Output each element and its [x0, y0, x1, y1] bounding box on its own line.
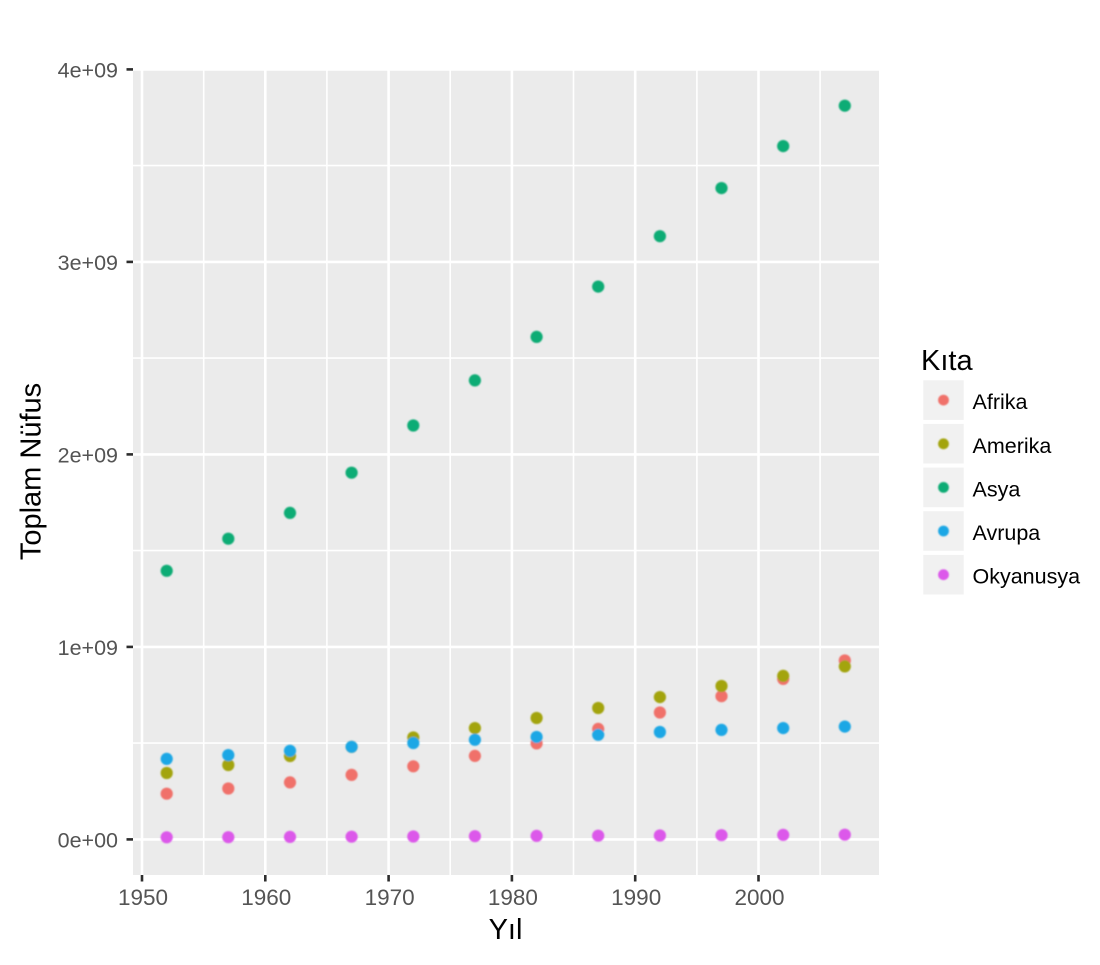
- svg-text:2000: 2000: [734, 885, 784, 910]
- svg-text:1980: 1980: [488, 885, 538, 910]
- svg-text:4e+09: 4e+09: [58, 58, 118, 82]
- svg-text:1960: 1960: [241, 885, 291, 910]
- svg-text:Avrupa: Avrupa: [973, 521, 1041, 545]
- svg-text:Kıta: Kıta: [921, 345, 973, 377]
- svg-text:1e+09: 1e+09: [58, 636, 118, 660]
- svg-text:1970: 1970: [365, 885, 415, 910]
- svg-text:Asya: Asya: [973, 477, 1021, 501]
- svg-text:Amerika: Amerika: [973, 434, 1052, 458]
- svg-text:Okyanusya: Okyanusya: [973, 565, 1081, 589]
- svg-text:3e+09: 3e+09: [58, 251, 118, 275]
- svg-text:Toplam Nüfus: Toplam Nüfus: [16, 383, 48, 560]
- svg-text:Afrika: Afrika: [973, 390, 1028, 414]
- svg-text:0e+00: 0e+00: [58, 828, 118, 852]
- svg-text:Yıl: Yıl: [489, 914, 523, 946]
- svg-text:1950: 1950: [118, 885, 168, 910]
- svg-text:2e+09: 2e+09: [58, 443, 118, 467]
- svg-text:1990: 1990: [611, 885, 661, 910]
